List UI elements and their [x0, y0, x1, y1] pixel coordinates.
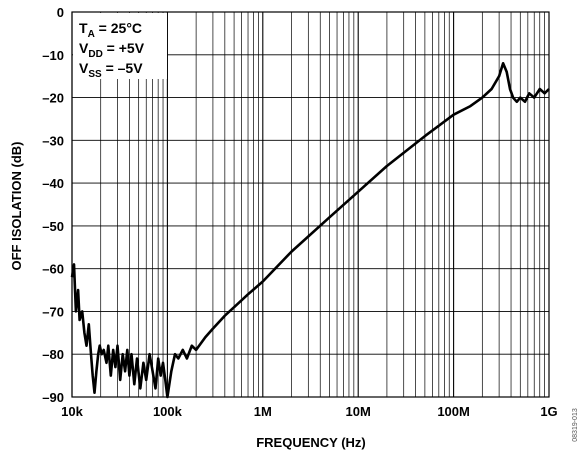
- legend-box: [73, 13, 167, 79]
- series-line: [70, 62, 550, 399]
- y-tick-label: –30: [42, 133, 64, 148]
- y-tick-label: –60: [42, 262, 64, 277]
- y-tick-label: –20: [42, 91, 64, 106]
- y-tick-label: –90: [42, 390, 64, 405]
- legend-annotation: TA = 25°C VDD = +5V VSS = –5V: [73, 13, 167, 80]
- y-tick-labels: 0 –10 –20 –30 –40 –50 –60 –70 –80 –90: [42, 5, 64, 405]
- annotation-ta: TA = 25°C: [79, 20, 142, 40]
- y-axis-title: OFF ISOLATION (dB): [9, 141, 24, 270]
- y-tick-label: –40: [42, 176, 64, 191]
- plot-frame: [71, 11, 550, 398]
- y-tick-label: –50: [42, 219, 64, 234]
- x-tick-label: 1M: [254, 404, 272, 419]
- x-axis-title: FREQUENCY (Hz): [256, 435, 366, 450]
- y-tick-label: 0: [57, 5, 64, 20]
- y-tick-label: –10: [42, 48, 64, 63]
- annotation-vss: VSS = –5V: [79, 60, 143, 80]
- x-tick-label: 1G: [540, 404, 557, 419]
- x-tick-label: 100M: [437, 404, 470, 419]
- annotation-vdd: VDD = +5V: [79, 40, 145, 60]
- x-tick-labels: 10k 100k 1M 10M 100M 1G: [61, 404, 558, 419]
- figure-id: 08319-013: [572, 408, 579, 442]
- x-tick-label: 10M: [346, 404, 371, 419]
- x-tick-label: 100k: [153, 404, 183, 419]
- x-tick-label: 10k: [61, 404, 83, 419]
- y-tick-label: –70: [42, 304, 64, 319]
- y-tick-label: –80: [42, 347, 64, 362]
